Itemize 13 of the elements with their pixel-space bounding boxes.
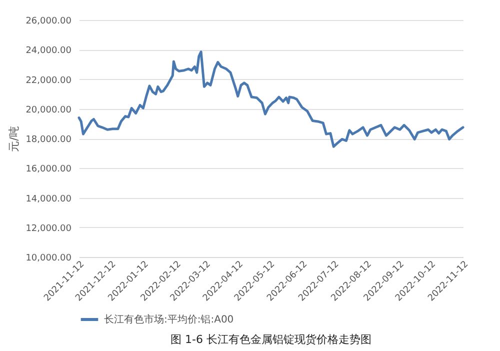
y-tick-label: 10,000.00	[26, 254, 72, 264]
y-tick-label: 12,000.00	[26, 224, 72, 234]
y-tick-label: 22,000.00	[26, 76, 72, 86]
y-tick-label: 16,000.00	[26, 164, 72, 175]
y-tick-label: 24,000.00	[26, 46, 72, 56]
legend-label: 长江有色市场:平均价:铝:A00	[104, 314, 234, 326]
y-tick-label: 18,000.00	[26, 135, 72, 145]
y-tick-label: 20,000.00	[26, 105, 72, 116]
y-axis-title: 元/吨	[8, 126, 21, 152]
line-series	[78, 50, 464, 148]
text: 图 1-6 长江有色金属铝锭现货价格走势图	[170, 333, 372, 346]
y-tick-label: 14,000.00	[26, 194, 72, 204]
y-tick-label: 26,000.00	[26, 16, 72, 26]
